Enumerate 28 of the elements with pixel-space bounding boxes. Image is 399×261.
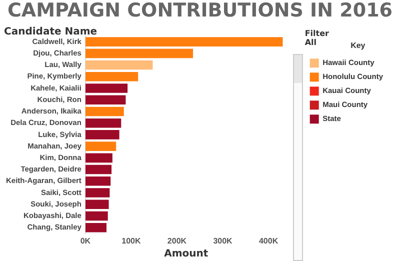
bar [85, 130, 120, 140]
bar [85, 153, 112, 163]
chart-title: CAMPAIGN CONTRIBUTIONS IN 2016 [7, 0, 393, 22]
bar [85, 106, 124, 116]
bar [85, 222, 106, 232]
x-tick-label: 100K [122, 236, 141, 246]
bar [85, 72, 138, 82]
bar [85, 176, 111, 186]
bar [85, 211, 108, 221]
x-tick-label: 200K [167, 236, 187, 246]
bar [85, 95, 126, 105]
x-tick-label: 400K [258, 236, 278, 246]
legend-title: Key [350, 41, 366, 50]
bar [85, 164, 112, 174]
bar [85, 200, 109, 210]
text: Filter [304, 29, 330, 38]
bar [85, 48, 194, 58]
x-tick-label: 300K [213, 236, 233, 246]
x-axis-title: Amount [164, 248, 208, 260]
bar [85, 84, 128, 93]
x-tick-label: 0K [80, 236, 91, 246]
y-axis-title: Candidate Name [4, 26, 98, 38]
bar [85, 188, 110, 198]
text: All [304, 38, 317, 48]
bar [85, 142, 116, 151]
bar [85, 37, 283, 46]
bar [85, 60, 153, 70]
bar [85, 118, 122, 128]
